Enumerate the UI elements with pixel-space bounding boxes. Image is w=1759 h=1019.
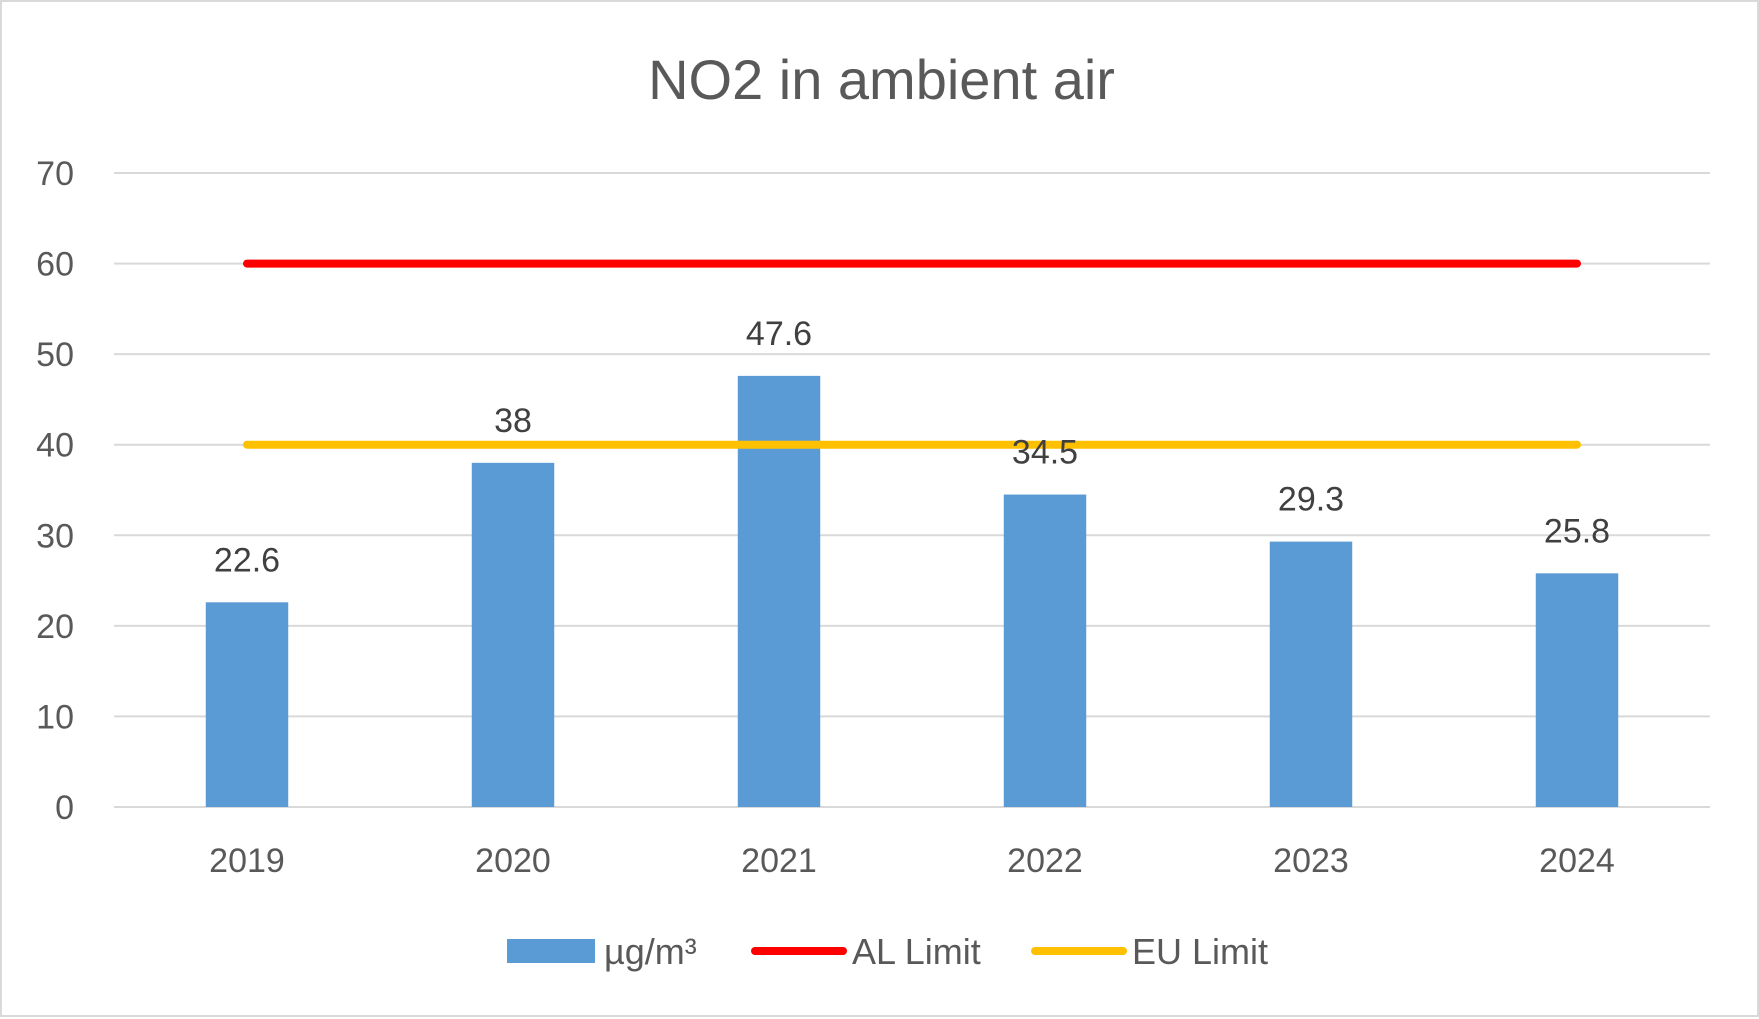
x-tick-label: 2024 [1539, 842, 1615, 880]
legend-label: µg/m³ [604, 931, 697, 972]
bar [471, 462, 555, 807]
bar-data-label: 25.8 [1544, 512, 1610, 550]
bar [1003, 494, 1087, 807]
bar [1269, 541, 1353, 807]
x-tick-label: 2020 [475, 842, 551, 880]
y-axis-ticks: 0 10 20 30 40 50 60 70 [36, 155, 74, 827]
bar-data-label: 29.3 [1278, 481, 1344, 519]
bar-data-label: 47.6 [746, 315, 812, 353]
line-series [243, 259, 1581, 449]
legend-swatch [507, 939, 595, 963]
legend: µg/m³ AL Limit EU Limit [507, 931, 1268, 972]
y-tick-label: 40 [36, 427, 74, 465]
bar-data-label: 34.5 [1012, 434, 1078, 472]
legend-label: EU Limit [1132, 931, 1268, 972]
x-tick-label: 2021 [741, 842, 817, 880]
x-tick-label: 2019 [209, 842, 285, 880]
y-tick-label: 60 [36, 246, 74, 284]
y-tick-label: 50 [36, 336, 74, 374]
data-labels: 22.6 38 47.6 34.5 29.3 25.8 [214, 315, 1610, 579]
x-tick-label: 2022 [1007, 842, 1083, 880]
bar [1535, 573, 1619, 807]
bar-data-label: 38 [494, 402, 532, 440]
bar-series [205, 375, 1619, 807]
grid-layer [114, 172, 1710, 808]
x-tick-label: 2023 [1273, 842, 1349, 880]
y-tick-label: 20 [36, 608, 74, 646]
y-tick-label: 0 [55, 789, 74, 827]
chart-title: NO2 in ambient air [648, 48, 1115, 111]
bar [737, 375, 821, 807]
bar-data-label: 22.6 [214, 541, 280, 579]
legend-label: AL Limit [852, 931, 981, 972]
bar [205, 602, 289, 807]
y-tick-label: 10 [36, 698, 74, 736]
x-axis-ticks: 2019 2020 2021 2022 2023 2024 [209, 842, 1615, 880]
y-tick-label: 30 [36, 517, 74, 555]
y-tick-label: 70 [36, 155, 74, 193]
